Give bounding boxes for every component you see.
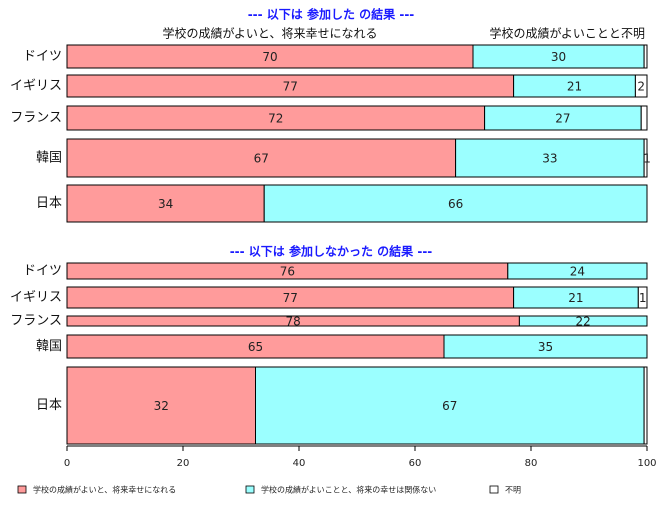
bar-segment xyxy=(643,44,648,69)
x-tick-label: 20 xyxy=(177,458,190,469)
data-label: 1 xyxy=(639,291,647,305)
bar-segment xyxy=(643,366,648,445)
x-tick-label: 60 xyxy=(409,458,422,469)
x-tick-label: 40 xyxy=(293,458,306,469)
bar-segment xyxy=(66,184,265,223)
data-label: 34 xyxy=(158,197,173,211)
data-label: 24 xyxy=(570,265,585,279)
legend-entry: 学校の成績がよいと、将来幸せになれる xyxy=(33,485,176,495)
x-tick-label: 0 xyxy=(64,458,70,469)
bar-segment xyxy=(443,334,648,359)
data-label: 67 xyxy=(442,399,457,413)
bar-segment xyxy=(66,366,256,445)
category-label: 日本 xyxy=(36,398,62,413)
bar-segment xyxy=(66,105,486,131)
bar-segment xyxy=(66,138,457,178)
data-label: 78 xyxy=(286,315,301,329)
data-label: 70 xyxy=(262,50,277,64)
section-title: --- 以下は 参加しなかった の結果 --- xyxy=(230,244,433,259)
legend-entry: 不明 xyxy=(505,486,521,495)
data-label: 30 xyxy=(551,50,566,64)
x-tick-label: 100 xyxy=(637,458,656,469)
legend-swatch xyxy=(489,485,499,494)
category-label: フランス xyxy=(10,314,62,329)
category-label: ドイツ xyxy=(23,49,62,64)
data-label: 21 xyxy=(568,291,583,305)
data-label: 33 xyxy=(542,152,557,166)
bar-segment xyxy=(518,315,648,327)
data-label: 1 xyxy=(643,152,651,166)
x-tick-label: 80 xyxy=(525,458,538,469)
legend-swatch xyxy=(17,485,27,494)
data-label: 77 xyxy=(283,80,298,94)
category-label: 韓国 xyxy=(36,151,62,166)
data-label: 32 xyxy=(154,399,169,413)
legend-swatch xyxy=(245,485,255,494)
column-header: 学校の成績がよいことと.. xyxy=(489,26,628,41)
bar-segment xyxy=(255,366,645,445)
column-header: 不明 xyxy=(621,27,645,41)
bar-segment xyxy=(640,105,648,131)
data-label: 77 xyxy=(283,291,298,305)
bar-segment xyxy=(455,138,645,178)
bar-segment xyxy=(634,74,648,98)
data-label: 21 xyxy=(567,80,582,94)
category-label: 日本 xyxy=(36,196,62,211)
data-label: 65 xyxy=(248,340,263,354)
bar-segment xyxy=(637,286,648,309)
data-label: 67 xyxy=(254,152,269,166)
data-label: 2 xyxy=(637,80,645,94)
legend-entry: 学校の成績がよいことと、将来の幸せは関係ない xyxy=(261,485,436,495)
data-label: 66 xyxy=(448,197,463,211)
bar-segment xyxy=(643,138,648,178)
category-label: 韓国 xyxy=(36,339,62,354)
data-label: 76 xyxy=(280,265,295,279)
category-label: イギリス xyxy=(10,290,62,305)
category-label: イギリス xyxy=(10,79,62,94)
bar-segment xyxy=(263,184,648,223)
section-title: --- 以下は 参加した の結果 --- xyxy=(248,7,415,22)
category-label: フランス xyxy=(10,111,62,126)
bar-segment xyxy=(507,262,648,280)
data-label: 22 xyxy=(576,315,591,329)
data-label: 35 xyxy=(538,340,553,354)
column-header: 学校の成績がよいと、将来幸せになれる xyxy=(163,26,378,41)
category-label: ドイツ xyxy=(23,264,62,279)
data-label: 72 xyxy=(268,112,283,126)
data-label: 27 xyxy=(555,112,570,126)
